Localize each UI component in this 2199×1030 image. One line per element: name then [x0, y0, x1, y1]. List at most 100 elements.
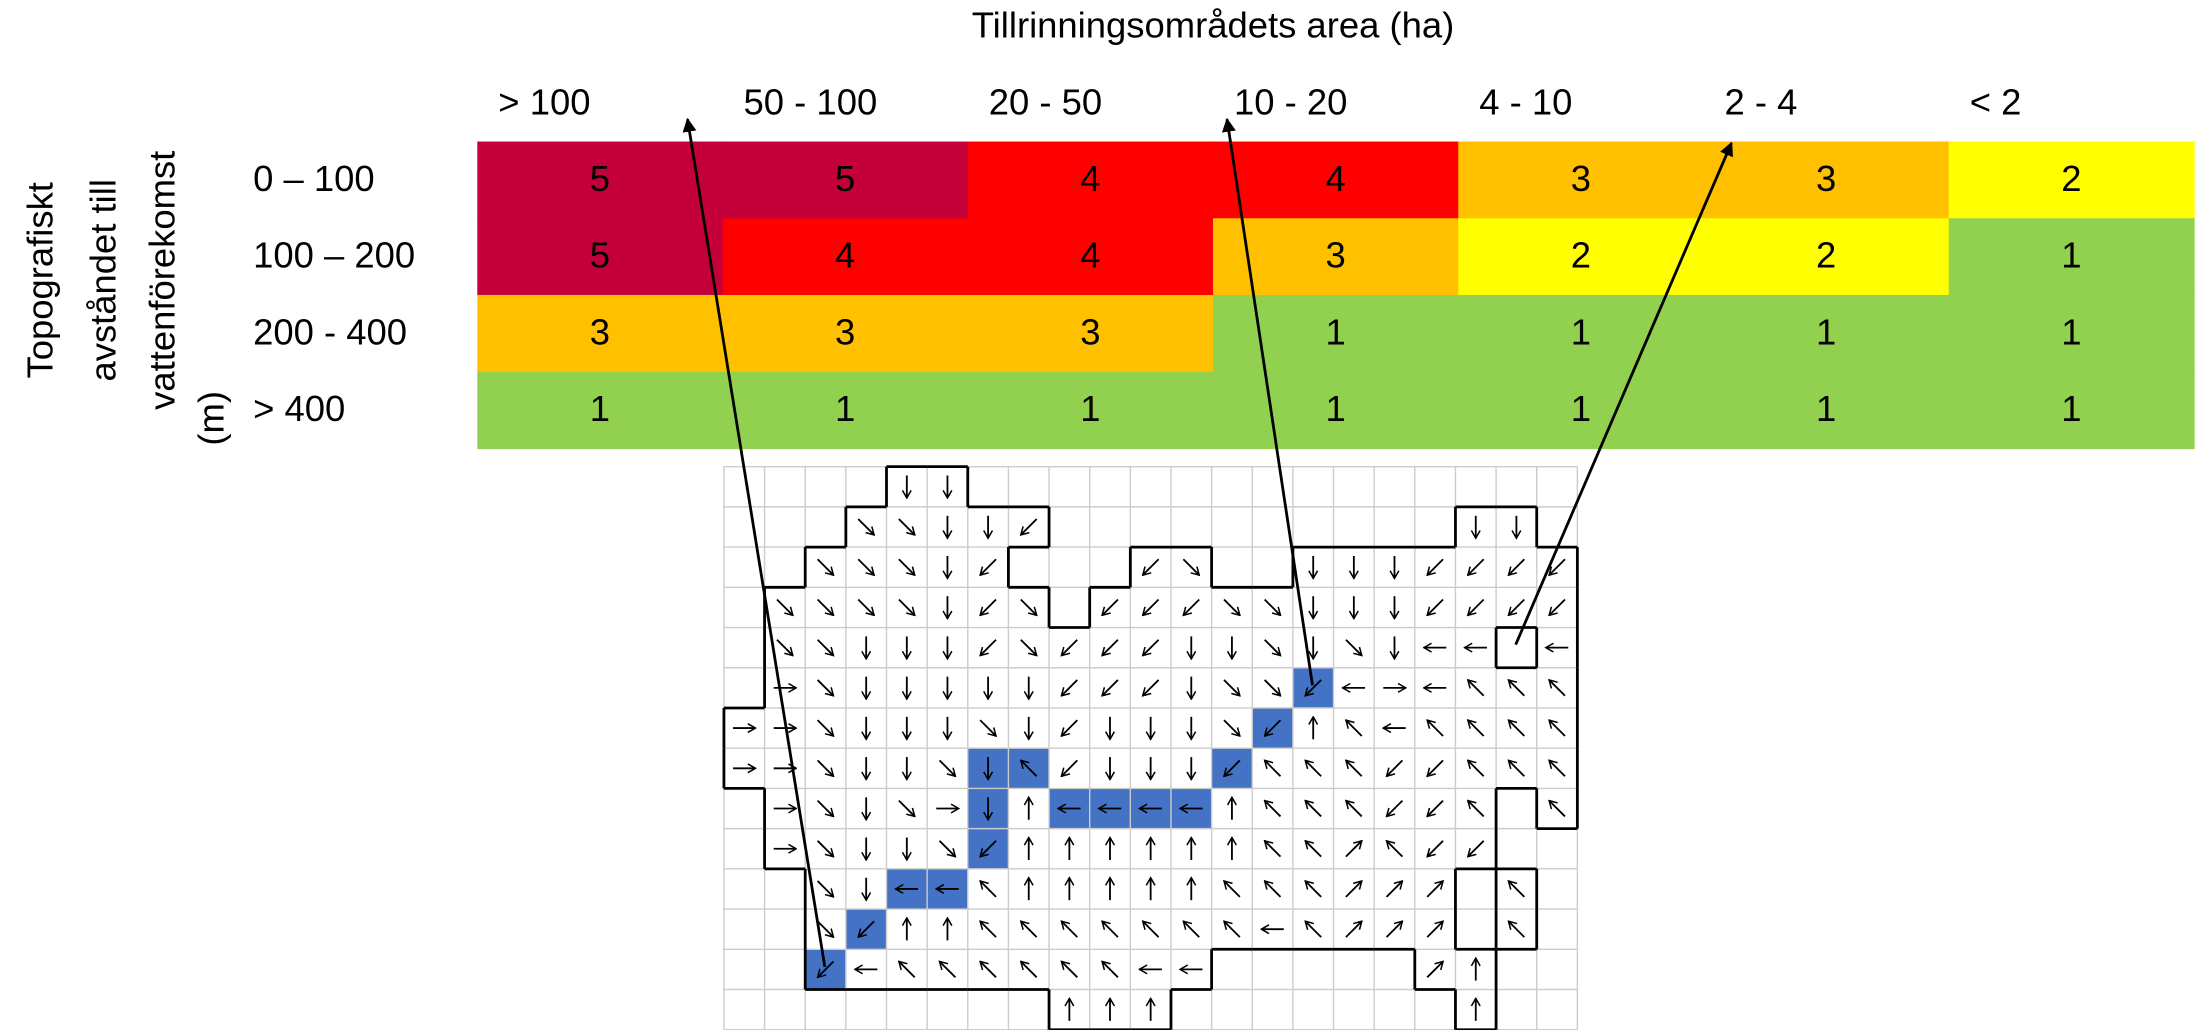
flow-arrow — [816, 679, 834, 696]
table-cell — [1948, 371, 2195, 450]
flow-arrow — [1345, 841, 1362, 858]
flow-grid — [722, 465, 1579, 1030]
cell-value: 3 — [835, 311, 855, 352]
cell-value: 4 — [835, 235, 855, 276]
flow-arrow — [1427, 759, 1444, 776]
table-cell — [1703, 141, 1950, 219]
flow-arrow — [1265, 801, 1282, 818]
cell-value: 3 — [1080, 311, 1100, 352]
flow-arrow — [1263, 639, 1281, 656]
cell-value: 1 — [1325, 388, 1345, 429]
table-cell — [722, 371, 969, 450]
title: Tillrinningsområdets area (ha) — [972, 5, 1454, 46]
flow-arrow — [1346, 801, 1363, 818]
flow-arrow — [1263, 598, 1281, 615]
cell-value: 3 — [1571, 158, 1591, 199]
column-header: < 2 — [1970, 82, 2022, 123]
cell-value: 1 — [1816, 311, 1836, 352]
flow-arrow — [1305, 841, 1322, 858]
flow-arrow — [1468, 680, 1485, 697]
flow-arrow — [980, 961, 997, 978]
flow-arrow — [1183, 921, 1200, 938]
table-cell — [477, 218, 724, 296]
flow-arrow — [1427, 799, 1444, 817]
table-cell — [722, 294, 969, 373]
flow-arrow — [1508, 881, 1525, 898]
pointer-arrow — [1514, 141, 1733, 646]
flow-arrow — [1468, 598, 1485, 615]
row-axis-label: vattenförekomst — [141, 151, 182, 410]
flow-arrow — [940, 961, 957, 978]
flow-arrow — [1508, 760, 1525, 777]
column-header: > 100 — [498, 82, 590, 123]
flow-arrow — [816, 759, 834, 776]
flow-arrow — [1387, 841, 1404, 858]
flow-arrow — [1305, 921, 1322, 938]
flow-arrow — [1426, 961, 1443, 978]
flow-arrow — [1021, 760, 1038, 777]
row-axis-label: (m) — [190, 391, 231, 446]
table-cell — [1458, 371, 1705, 450]
flow-arrow — [979, 719, 996, 736]
flow-arrow — [1387, 799, 1404, 817]
flow-arrow — [1346, 720, 1363, 737]
flow-arrow — [776, 598, 793, 615]
flow-arrow — [1263, 679, 1281, 696]
flow-arrow — [1468, 720, 1485, 737]
flow-arrow — [1061, 759, 1078, 776]
column-header: 20 - 50 — [989, 82, 1102, 123]
flow-arrow — [1183, 598, 1200, 615]
cell-value: 3 — [1816, 158, 1836, 199]
table-cell — [1213, 218, 1459, 296]
flow-arrow — [857, 558, 874, 575]
cell-value: 3 — [1325, 235, 1345, 276]
table-cell — [1703, 371, 1950, 450]
flow-arrow — [1061, 639, 1078, 656]
flow-arrow — [1143, 598, 1160, 615]
flow-arrow — [1265, 841, 1282, 858]
flow-arrow — [1143, 679, 1160, 696]
table-cell — [1948, 294, 2195, 373]
cell-value: 4 — [1080, 158, 1100, 199]
pointer-arrow — [682, 117, 827, 968]
cell-value: 5 — [590, 235, 610, 276]
row-header: 0 – 100 — [253, 158, 375, 199]
flow-arrow — [1143, 921, 1160, 938]
flow-arrow — [1020, 639, 1037, 656]
cell-value: 1 — [2061, 235, 2081, 276]
table-cell — [1948, 141, 2195, 219]
flow-arrow — [816, 880, 834, 897]
flow-arrow — [816, 920, 834, 937]
flow-arrow — [1061, 679, 1078, 696]
flow-arrow — [1427, 598, 1444, 615]
flow-arrow — [816, 639, 834, 656]
flow-arrow — [1549, 801, 1566, 818]
flow-arrow — [1224, 759, 1241, 776]
flow-arrow — [1021, 921, 1038, 938]
column-header: 50 - 100 — [744, 82, 878, 123]
flow-arrow — [1305, 679, 1322, 696]
flow-arrow — [1143, 558, 1160, 575]
flow-arrow — [1102, 679, 1119, 696]
row-header: > 400 — [253, 388, 345, 429]
flow-arrow — [1427, 840, 1444, 857]
cell-value: 3 — [590, 311, 610, 352]
flow-arrow — [1468, 760, 1485, 777]
flow-arrow — [1508, 720, 1525, 737]
flow-arrow — [1265, 760, 1282, 777]
flow-arrow — [1305, 881, 1322, 898]
flow-arrow — [938, 759, 956, 776]
flow-arrow — [1426, 881, 1443, 898]
flow-arrow — [1345, 881, 1362, 898]
flow-arrow — [1468, 801, 1485, 818]
flow-arrow — [1385, 881, 1403, 898]
flow-arrow — [1223, 679, 1240, 696]
cell-value: 1 — [1571, 311, 1591, 352]
flow-arrow — [1265, 719, 1282, 736]
flow-arrow — [1427, 558, 1444, 575]
row-header: 100 – 200 — [253, 235, 415, 276]
flow-arrow — [1265, 881, 1282, 898]
flow-arrow — [1021, 961, 1038, 978]
flow-arrow — [1549, 680, 1566, 697]
table-cell — [1213, 141, 1459, 219]
